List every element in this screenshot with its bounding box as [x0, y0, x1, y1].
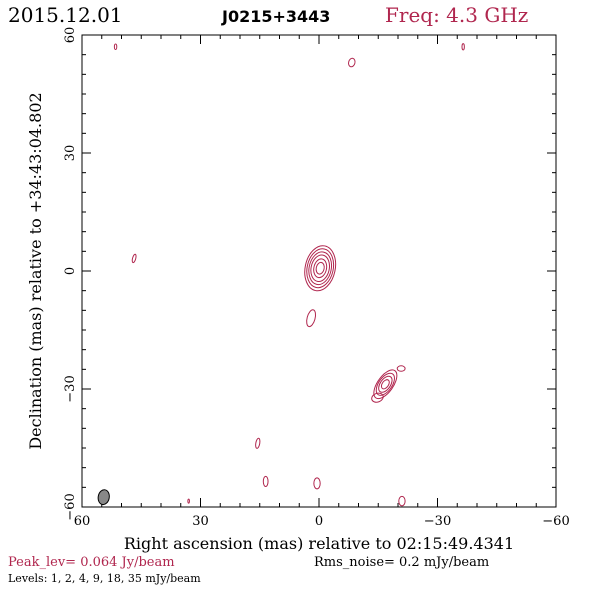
- axis-ticks: [81, 34, 557, 508]
- contour-component-jet-base: [371, 392, 384, 403]
- contour-ring: [371, 392, 384, 403]
- contour-ring: [131, 253, 137, 264]
- y-tick-label: −60: [63, 493, 78, 520]
- contour-ring: [306, 248, 335, 289]
- y-tick-label: −30: [63, 375, 78, 402]
- x-tick-label: 0: [315, 514, 323, 529]
- contour-component-jet-tail: [396, 365, 406, 372]
- contour-ring: [373, 369, 398, 400]
- contour-ring: [310, 254, 330, 282]
- x-tick-label: 30: [192, 514, 209, 529]
- x-tick-label: −30: [424, 514, 451, 529]
- contour-ring: [304, 245, 337, 292]
- contour-ring: [313, 258, 328, 279]
- contour-component-blob-tl: [113, 43, 118, 51]
- contour-set: [113, 43, 465, 507]
- x-axis-label: Right ascension (mas) relative to 02:15:…: [124, 534, 514, 553]
- beam-layer: [97, 489, 110, 506]
- contour-component-jet: [373, 369, 398, 400]
- y-tick-label: 60: [63, 27, 78, 44]
- contour-component-core: [304, 245, 337, 292]
- x-tick-label: 60: [74, 514, 91, 529]
- contour-ring: [348, 57, 356, 68]
- contour-component-blob-bottom-right: [398, 495, 406, 507]
- contour-component-blob-left: [131, 253, 137, 264]
- contour-component-blob-lower2: [262, 475, 269, 488]
- y-tick-label: 30: [63, 145, 78, 162]
- contour-ring: [306, 309, 317, 328]
- source-name: J0215+3443: [221, 7, 330, 26]
- contour-component-blob-lower1: [255, 437, 261, 449]
- contour-component-blob-bottom-mid: [187, 498, 190, 504]
- contour-ring: [308, 251, 333, 286]
- y-tick-label: 0: [63, 267, 78, 275]
- contour-ring: [396, 365, 406, 372]
- axis-tick-labels: 60 30 0 −30 −60 −60 −30 0 30 60: [63, 27, 570, 529]
- contour-ring: [255, 437, 261, 449]
- beam-ellipse: [97, 489, 110, 506]
- rms-noise: Rms_noise= 0.2 mJy/beam: [314, 555, 489, 570]
- plot-frame: [81, 34, 557, 508]
- frequency-label: Freq: 4.3 GHz: [385, 3, 528, 27]
- contour-component-blob-south: [306, 309, 317, 328]
- observation-date: 2015.12.01: [8, 3, 123, 27]
- contour-ring: [375, 372, 395, 396]
- contour-ring: [461, 43, 465, 51]
- contour-ring: [315, 261, 325, 275]
- peak-level: Peak_lev= 0.064 Jy/beam: [8, 555, 175, 570]
- contour-levels: Levels: 1, 2, 4, 9, 18, 35 mJy/beam: [8, 572, 201, 585]
- contour-ring: [262, 475, 269, 488]
- contour-ring: [113, 43, 118, 51]
- contour-ring: [380, 379, 390, 390]
- contour-component-blob-tr: [348, 57, 356, 68]
- contour-ring: [378, 375, 393, 393]
- contour-ring: [313, 477, 321, 490]
- x-tick-label: −60: [542, 514, 569, 529]
- contour-ring: [398, 495, 406, 507]
- contour-component-blob-tr2: [461, 43, 465, 51]
- y-axis-label: Declination (mas) relative to +34:43:04.…: [26, 92, 45, 449]
- contour-component-blob-lower3: [313, 477, 321, 490]
- contour-ring: [187, 498, 190, 504]
